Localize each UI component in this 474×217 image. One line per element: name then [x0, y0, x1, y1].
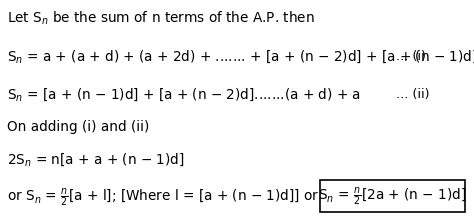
- Text: ... (ii): ... (ii): [396, 88, 429, 101]
- Text: 2S$_n$ = n[a + a + (n − 1)d]: 2S$_n$ = n[a + a + (n − 1)d]: [7, 151, 185, 168]
- Text: Let S$_n$ be the sum of n terms of the A.P. then: Let S$_n$ be the sum of n terms of the A…: [7, 10, 315, 27]
- Text: S$_n$ = [a + (n − 1)d] + [a + (n − 2)d].......(a + d) + a: S$_n$ = [a + (n − 1)d] + [a + (n − 2)d].…: [7, 86, 361, 103]
- Text: On adding (i) and (ii): On adding (i) and (ii): [7, 120, 149, 134]
- Text: S$_n$ = a + (a + d) + (a + 2d) + ....... + [a + (n − 2)d] + [a + (n − 1)d]: S$_n$ = a + (a + d) + (a + 2d) + .......…: [7, 48, 474, 65]
- Text: or S$_n$ = $\frac{n}{2}$[a + l]; [Where l = [a + (n − 1)d]] or: or S$_n$ = $\frac{n}{2}$[a + l]; [Where …: [7, 187, 319, 208]
- Bar: [320, 180, 465, 212]
- Text: ... (i): ... (i): [396, 50, 426, 63]
- Text: S$_n$ = $\frac{n}{2}$[2a + (n − 1)d]: S$_n$ = $\frac{n}{2}$[2a + (n − 1)d]: [318, 185, 466, 207]
